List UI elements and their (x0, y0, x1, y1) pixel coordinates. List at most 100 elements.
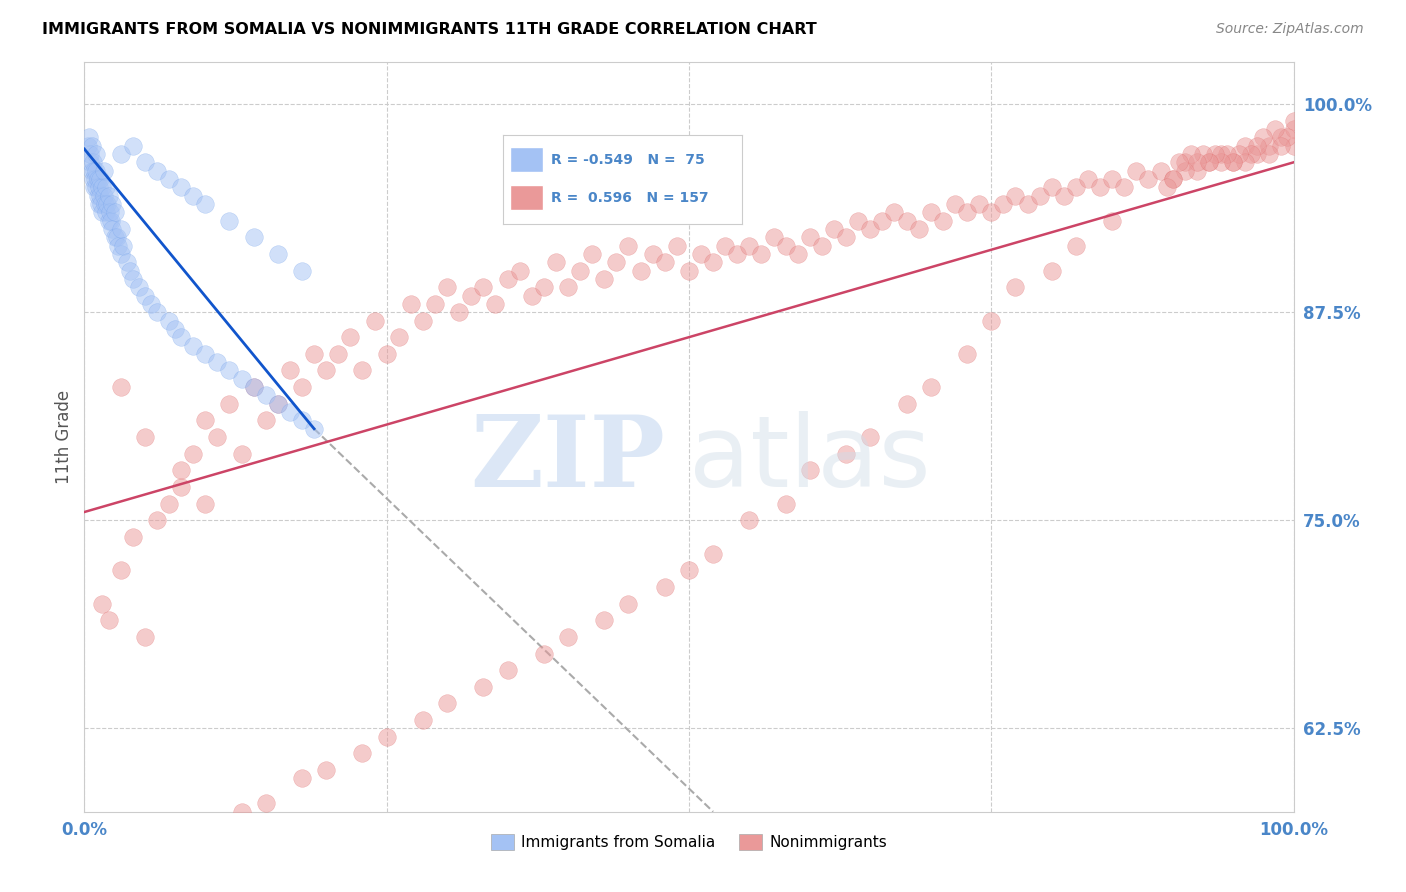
Point (460, 288, 482, 302)
Point (1137, 172, 1160, 186)
Point (593, 272, 616, 286)
Point (1114, 180, 1136, 194)
Point (956, 347, 979, 361)
Point (121, 272, 143, 286)
Point (496, 663, 519, 677)
Point (630, 263, 652, 277)
Point (121, 138, 143, 153)
Point (557, 280, 579, 294)
FancyBboxPatch shape (510, 147, 543, 172)
Point (181, 447, 204, 461)
Point (194, 347, 217, 361)
Point (436, 280, 458, 294)
Point (218, 397, 240, 411)
Point (134, 155, 156, 169)
Point (533, 280, 555, 294)
Point (107, 238, 129, 252)
Point (472, 680, 495, 694)
Point (134, 630, 156, 644)
Point (110, 147, 132, 161)
Point (907, 222, 929, 236)
Point (1101, 172, 1123, 186)
Point (1064, 180, 1087, 194)
Point (617, 238, 640, 252)
Point (375, 730, 398, 744)
Point (157, 497, 180, 511)
Point (509, 263, 531, 277)
FancyBboxPatch shape (510, 186, 543, 211)
Point (254, 797, 277, 811)
Point (86, 188, 108, 202)
Point (872, 213, 894, 227)
Point (100, 213, 122, 227)
Point (91, 205, 114, 219)
Point (91, 597, 114, 611)
Point (472, 280, 495, 294)
Point (207, 355, 229, 369)
Point (775, 497, 797, 511)
Point (77, 138, 100, 153)
Point (84, 172, 107, 186)
Point (157, 172, 180, 186)
Point (80, 163, 103, 178)
Point (231, 805, 253, 819)
Point (82, 155, 104, 169)
Point (725, 247, 748, 261)
Point (86, 163, 108, 178)
Point (278, 405, 301, 419)
Point (302, 422, 325, 436)
Text: R = -0.549   N =  75: R = -0.549 N = 75 (551, 153, 704, 167)
Point (605, 255, 627, 269)
Point (702, 547, 724, 561)
Point (1185, 155, 1208, 169)
Point (82, 172, 104, 186)
Point (1282, 122, 1305, 136)
Point (112, 238, 135, 252)
Point (1028, 188, 1050, 202)
Point (94, 197, 117, 211)
Point (1204, 147, 1226, 161)
Point (315, 763, 337, 777)
Point (1149, 163, 1171, 178)
Point (1053, 188, 1076, 202)
Point (423, 297, 446, 311)
Point (943, 197, 966, 211)
Point (218, 213, 240, 227)
Point (569, 263, 592, 277)
Text: Source: ZipAtlas.com: Source: ZipAtlas.com (1216, 22, 1364, 37)
Point (1192, 147, 1215, 161)
Point (157, 313, 180, 327)
Point (104, 230, 127, 244)
Point (80, 138, 103, 153)
Point (1282, 113, 1305, 128)
Point (1064, 238, 1087, 252)
Point (1234, 155, 1257, 169)
Point (557, 630, 579, 644)
Point (1180, 147, 1202, 161)
Point (980, 313, 1002, 327)
Point (1174, 155, 1197, 169)
Point (97, 213, 120, 227)
Point (412, 313, 434, 327)
Point (883, 205, 905, 219)
Point (121, 530, 143, 544)
Point (231, 447, 253, 461)
Point (170, 480, 193, 494)
Point (617, 597, 640, 611)
Y-axis label: 11th Grade: 11th Grade (55, 390, 73, 484)
Point (544, 255, 567, 269)
Point (170, 463, 193, 477)
Point (932, 213, 955, 227)
Point (1198, 155, 1220, 169)
Point (835, 447, 858, 461)
Point (278, 363, 301, 377)
Point (1270, 130, 1292, 145)
Point (105, 230, 128, 244)
Point (702, 255, 724, 269)
Point (267, 397, 290, 411)
Point (1174, 163, 1197, 178)
Point (1198, 155, 1220, 169)
Point (375, 347, 398, 361)
Point (496, 272, 519, 286)
Legend: Immigrants from Somalia, Nonimmigrants: Immigrants from Somalia, Nonimmigrants (485, 829, 893, 856)
